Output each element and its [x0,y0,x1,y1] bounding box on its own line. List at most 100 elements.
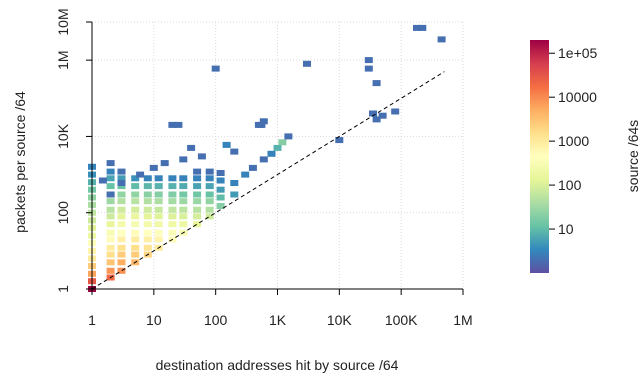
heatmap-cell [154,206,163,213]
y-tick-label: 10K [55,123,71,149]
heatmap-cell [117,221,126,228]
heatmap-cell [437,36,446,43]
x-tick-label: 10K [327,312,353,328]
heatmap-cell [205,168,214,175]
heatmap-cell [335,137,344,144]
colorbar-tick-label: 100 [558,177,582,193]
heatmap-cell [205,191,214,198]
heatmap-cell [391,108,400,115]
heatmap-cell [168,221,177,228]
heatmap-cell [131,183,140,190]
heatmap-cell [143,213,152,220]
heatmap-cell [284,133,293,140]
heatmap-cell [131,198,140,205]
heatmap-cell [154,236,163,243]
heatmap-cell [131,251,140,258]
grid-lines [92,21,464,289]
heatmap-cell [193,175,202,182]
reference-line-y-equals-x [91,71,445,290]
heatmap-cell [257,121,266,128]
heatmap-cell [230,191,239,198]
heatmap-cell [179,175,188,182]
heatmap-cell [131,213,140,220]
heatmap-cell [216,170,225,176]
heatmap-cell [154,229,163,236]
colorbar-label: source /64s [625,120,641,192]
heatmap-cell [106,175,115,182]
heatmap-cell [179,191,188,198]
heatmap-cell [211,65,220,72]
heatmap-cell [273,144,282,151]
heatmap-cell [98,177,107,184]
heatmap-cell [168,191,177,198]
heatmap-cell [230,180,239,186]
heatmap-cell [154,191,163,198]
heatmap-cell [131,221,140,228]
heatmap-cell [131,206,140,213]
heatmap-cell [193,168,202,175]
heatmap-cell [168,183,177,190]
heatmap-cell [259,118,268,125]
heatmap-cell [117,251,126,258]
heatmap-cell [205,198,214,205]
heatmap-cell [143,221,152,228]
colorbar-tick-label: 10000 [558,89,597,105]
colorbar: 10 100 1000 10000 1e+05 source /64s [530,40,641,273]
y-tick-label: 10M [55,8,71,35]
heatmap-cell [303,60,311,67]
heatmap-cell [193,191,202,198]
y-tick-label: 100 [55,201,71,225]
heatmap-cell [106,206,115,213]
heatmap-cell [106,198,115,205]
heatmap-cell [193,221,202,228]
heatmap-cell [174,121,183,128]
heatmap-cell [106,267,115,274]
heatmap-cell [372,80,381,87]
heatmap-cell [187,144,196,151]
heatmap-cell [149,164,158,171]
colorbar-tick-label: 1000 [558,133,589,149]
heatmap-cell [154,198,163,205]
heatmap-cell [106,160,115,167]
heatmap-cell [143,191,152,198]
heatmap-cell [106,244,115,251]
heatmap-cell [143,236,152,243]
heatmap-cell [117,183,126,190]
heatmap-cell [106,213,115,220]
heatmap-cell [131,191,140,198]
colorbar-gradient [530,40,549,273]
heatmap-cell [168,121,177,128]
heatmap-cell [168,213,177,220]
heatmap-cell [193,183,202,190]
heatmap-cell [413,24,421,31]
heatmap-cell [193,206,202,213]
heatmap-cell [143,183,152,190]
heatmap-cell [143,244,152,251]
heatmap-cell [179,198,188,205]
heatmap-cells [88,24,446,292]
heatmap-cell [168,175,177,182]
heatmap-cell [205,175,214,182]
heatmap-cell [117,267,126,274]
heatmap-cell [216,194,225,201]
heatmap-cell [230,148,239,155]
colorbar-tick-label: 10 [558,221,574,237]
heatmap-cell [154,175,163,182]
y-axis-label: packets per source /64 [12,91,28,233]
heatmap-cell [364,57,373,64]
heatmap-cell [216,186,225,193]
heatmap-cell [364,65,373,72]
heatmap-cell [160,160,169,167]
heatmap-cell [143,206,152,213]
x-tick-label: 100K [385,312,418,328]
heatmap-cell [241,171,250,178]
heatmap-cell [205,206,214,213]
x-axis-ticks: 1 10 100 1K 10K 100K 1M [88,289,473,328]
heatmap-cell [106,229,115,236]
heatmap-cell [106,259,115,266]
x-tick-label: 1K [269,312,287,328]
heatmap-cell [131,175,140,182]
heatmap-cell [106,183,115,190]
heatmap-cell [117,213,126,220]
